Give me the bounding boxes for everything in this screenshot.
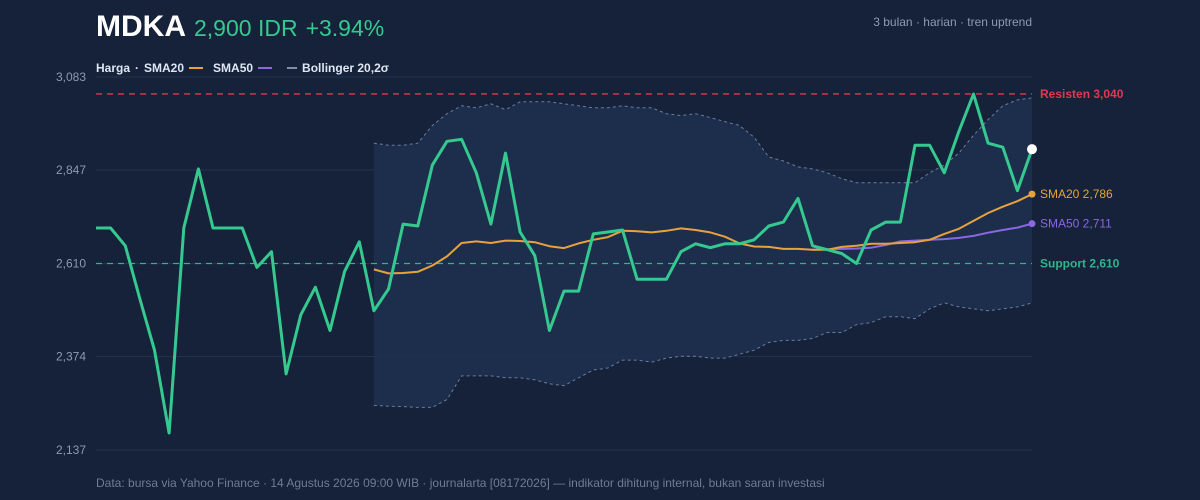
price-line xyxy=(96,92,1034,435)
support-label: Support 2,610 xyxy=(1040,257,1120,271)
y-tick-label: 2,374 xyxy=(56,350,86,364)
legend: Harga · SMA20 SMA50 Bollinger 20,2σ xyxy=(96,61,389,75)
legend-bollinger-swatch xyxy=(287,67,298,69)
bollinger-band-fill xyxy=(373,97,1032,408)
legend-sma50-label: SMA50 xyxy=(213,61,254,75)
legend-bollinger-label: Bollinger 20,2σ xyxy=(302,61,389,75)
legend-price-label: Harga xyxy=(96,61,131,75)
header: MDKA 2,900 IDR +3.94% xyxy=(96,10,384,44)
resistance-label: Resisten 3,040 xyxy=(1040,87,1124,101)
legend-sma50-swatch xyxy=(258,67,273,69)
chart-meta: 3 bulan · harian · tren uptrend xyxy=(873,15,1032,29)
legend-sma20-label: SMA20 xyxy=(144,61,185,75)
price-change: +3.94% xyxy=(305,15,385,41)
sma20-line xyxy=(373,193,1033,275)
current-price: 2,900 IDR xyxy=(194,15,298,41)
sma50-end-label: SMA50 2,711 xyxy=(1040,217,1112,231)
footer-source: Data: bursa via Yahoo Finance · 14 Agust… xyxy=(96,476,825,490)
legend-sma20-swatch xyxy=(189,67,204,69)
y-tick-label: 2,610 xyxy=(56,257,86,271)
levels xyxy=(96,93,1032,265)
bollinger-upper-line xyxy=(373,97,1033,184)
legend-separator: · xyxy=(135,61,140,75)
labels: Resisten 3,040 Support 2,610 SMA20 2,786 SM… xyxy=(1040,87,1124,271)
bollinger-band xyxy=(373,97,1033,408)
y-tick-label: 2,137 xyxy=(56,443,86,457)
sma20-end-marker xyxy=(1028,190,1036,198)
sma50-end-marker xyxy=(1028,220,1036,228)
sma20-end-label: SMA20 2,786 xyxy=(1040,187,1113,201)
ticker-symbol: MDKA xyxy=(96,10,186,43)
series-lines xyxy=(96,92,1037,435)
y-tick-label: 3,083 xyxy=(56,70,86,84)
price-end-marker xyxy=(1027,144,1037,155)
y-tick-label: 2,847 xyxy=(56,163,86,177)
